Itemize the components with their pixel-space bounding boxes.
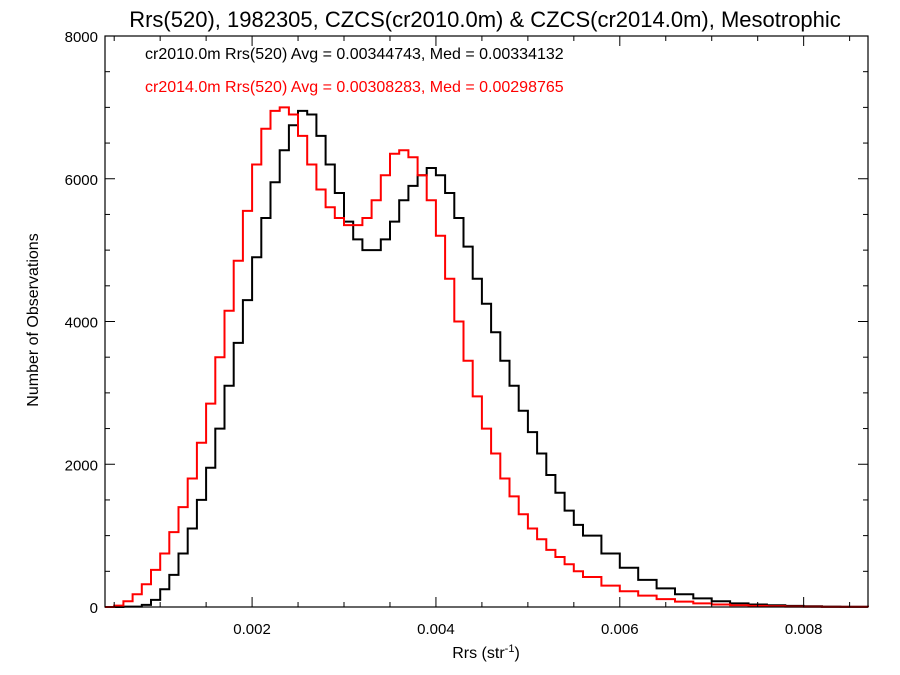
x-axis-label: Rrs (str-1) [452,643,520,662]
y-axis-label: Number of Observations [25,233,42,406]
x-tick-label: 0.002 [233,621,271,638]
x-axis-label-sup: -1 [505,643,515,655]
x-axis-label-close: ) [514,645,519,662]
series-line-0 [105,109,869,608]
y-tick-label: 6000 [65,172,98,189]
legend-entry-cr2010: cr2010.0m Rrs(520) Avg = 0.00344743, Med… [145,46,564,63]
x-tick-label: 0.006 [601,621,639,638]
y-tick-label: 4000 [65,315,98,332]
chart-title: Rrs(520), 1982305, CZCS(cr2010.0m) & CZC… [129,7,841,32]
x-axis-label-base: Rrs (str [452,645,505,662]
y-tick-label: 2000 [65,457,98,474]
legend-entry-cr2014: cr2014.0m Rrs(520) Avg = 0.00308283, Med… [145,79,564,96]
series-line-1 [105,106,869,608]
x-tick-label: 0.008 [785,621,823,638]
plot-frame [104,35,869,608]
y-axis-ticks: 0 2000 4000 6000 8000 [65,29,868,617]
y-tick-label: 0 [90,600,98,617]
plot-area [105,106,869,608]
y-tick-label: 8000 [65,29,98,46]
x-tick-label: 0.004 [417,621,455,638]
x-axis-ticks: 0.002 0.004 0.006 0.008 [113,36,851,638]
